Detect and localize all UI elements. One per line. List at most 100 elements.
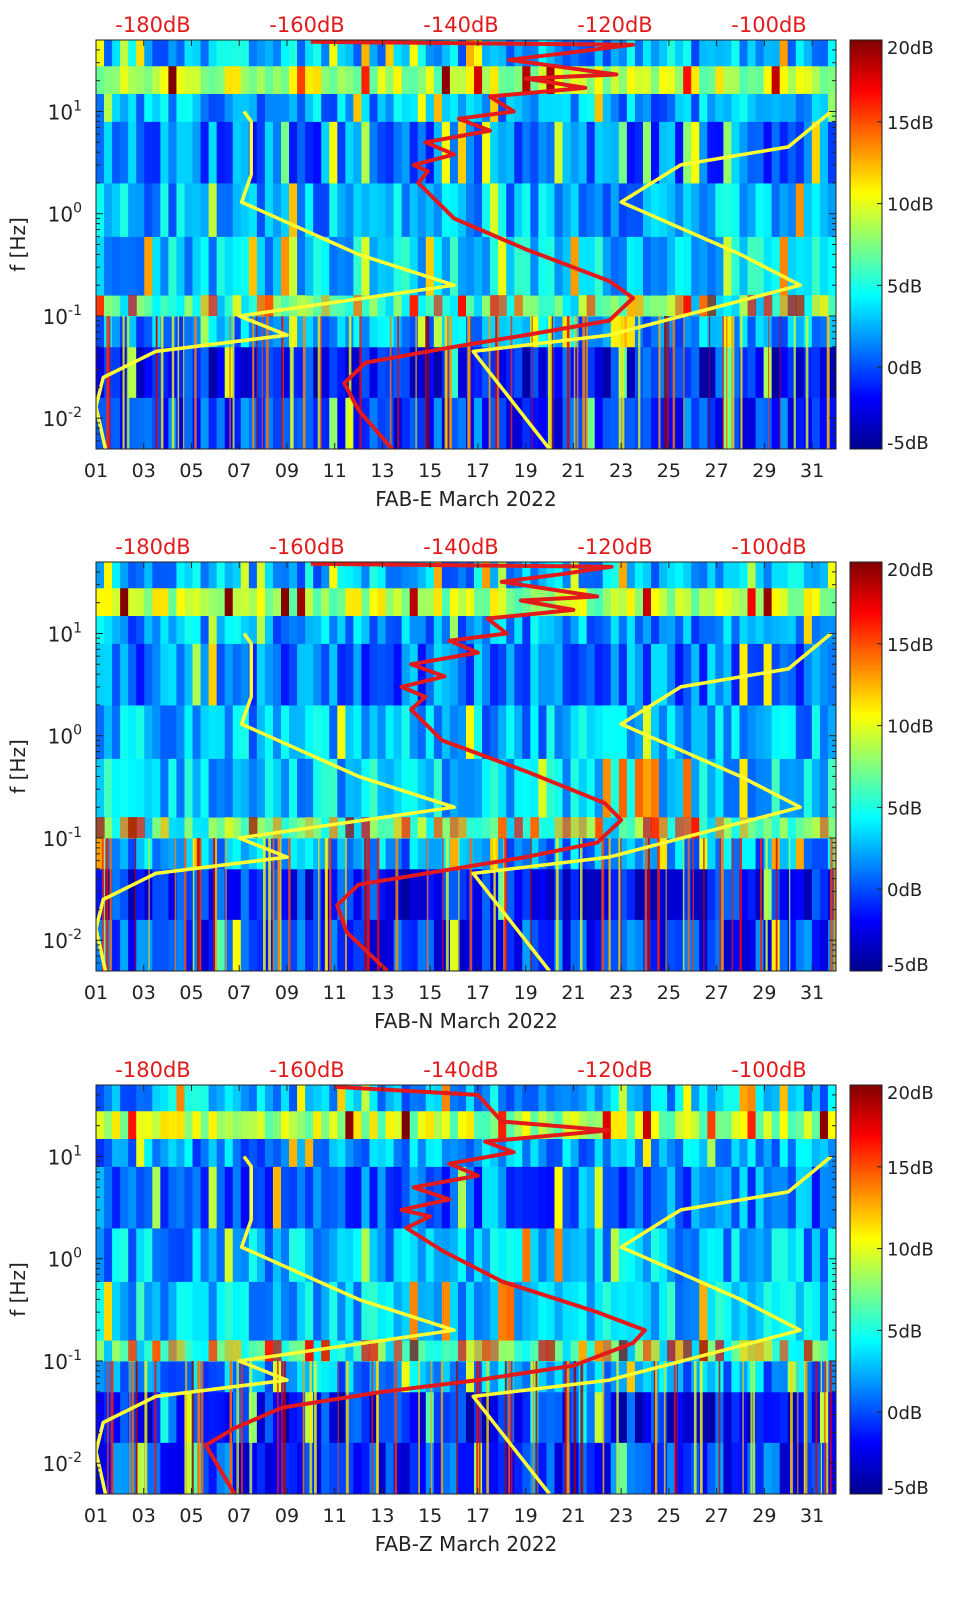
heatmap-cell	[466, 93, 475, 122]
heatmap-cell	[120, 1110, 129, 1139]
heatmap-cell	[562, 1110, 572, 1139]
heatmap-cell	[795, 817, 805, 839]
heatmap-cell	[353, 397, 363, 449]
heatmap-cell	[168, 615, 178, 644]
heatmap-streak	[548, 316, 550, 449]
heatmap-cell	[409, 182, 419, 237]
heatmap-cell	[546, 587, 556, 616]
heatmap-cell	[264, 704, 274, 759]
heatmap-cell	[747, 1085, 757, 1112]
heatmap-cell	[811, 65, 821, 94]
heatmap-streak	[638, 316, 641, 449]
heatmap-cell	[667, 121, 676, 184]
heatmap-cell	[224, 615, 234, 644]
heatmap-cell	[417, 1227, 427, 1282]
heatmap-cell	[763, 1281, 773, 1341]
heatmap-cell	[787, 1227, 797, 1282]
heatmap-cell	[208, 121, 218, 184]
heatmap-cell	[795, 868, 805, 920]
heatmap-cell	[184, 758, 194, 818]
heatmap-cell	[538, 643, 548, 706]
heatmap-cell	[369, 1227, 379, 1282]
heatmap-streak	[200, 1361, 204, 1494]
heatmap-streak	[192, 838, 195, 971]
heatmap-cell	[522, 1340, 531, 1362]
heatmap-cell	[522, 868, 531, 920]
heatmap-cell	[192, 236, 202, 296]
heatmap-cell	[498, 1110, 507, 1139]
heatmap-cell	[474, 587, 483, 616]
heatmap-cell	[377, 295, 387, 317]
heatmap-cell	[538, 1391, 548, 1443]
heatmap-cell	[417, 1085, 427, 1112]
heatmap-cell	[449, 615, 459, 644]
heatmap-cell	[586, 182, 596, 237]
heatmap-cell	[112, 562, 121, 589]
x-tick-label: 11	[323, 460, 347, 482]
heatmap-streak	[282, 316, 284, 449]
heatmap-cell	[819, 919, 829, 971]
heatmap-cell	[457, 397, 467, 449]
heatmap-cell	[449, 182, 459, 237]
heatmap-cell	[803, 837, 813, 870]
heatmap-cell	[305, 587, 314, 616]
heatmap-cell	[224, 1110, 234, 1139]
heatmap-cell	[248, 919, 258, 971]
heatmap-cell	[498, 93, 507, 122]
heatmap-cell	[562, 295, 572, 317]
heatmap-cell	[795, 837, 805, 870]
heatmap-cell	[634, 919, 644, 971]
heatmap-cell	[490, 1110, 499, 1139]
heatmap-cell	[128, 1166, 137, 1229]
heatmap-cell	[192, 1442, 202, 1494]
heatmap-cell	[594, 397, 604, 449]
heatmap-cell	[811, 615, 821, 644]
heatmap-cell	[594, 1110, 604, 1139]
heatmap-cell	[626, 65, 636, 94]
heatmap-highlight	[224, 817, 234, 838]
heatmap-cell	[490, 562, 499, 589]
heatmap-cell	[264, 1166, 274, 1229]
heatmap-cell	[136, 65, 145, 94]
heatmap-cell	[345, 758, 354, 818]
heatmap-streak	[249, 1361, 253, 1494]
y-tick-label: 101	[48, 1143, 82, 1169]
heatmap-cell	[152, 236, 161, 296]
heatmap-cell	[160, 1166, 169, 1229]
heatmap-cell	[723, 1391, 733, 1443]
heatmap-cell	[401, 704, 411, 759]
heatmap-cell	[417, 93, 427, 122]
heatmap-cell	[522, 295, 531, 317]
heatmap-cell	[433, 1391, 443, 1443]
heatmap-cell	[771, 1360, 781, 1393]
heatmap-cell	[104, 587, 113, 616]
heatmap-highlight	[409, 295, 419, 316]
heatmap-cell	[602, 704, 612, 759]
heatmap-cell	[369, 295, 379, 317]
y-tick-label: 10-1	[43, 825, 82, 851]
heatmap-cell	[514, 121, 523, 184]
heatmap-cell	[232, 397, 242, 449]
heatmap-cell	[441, 704, 451, 759]
heatmap-cell	[353, 1281, 363, 1341]
heatmap-cell	[337, 397, 346, 449]
heatmap-cell	[417, 40, 427, 67]
heatmap-cell	[136, 1110, 145, 1139]
heatmap-cell	[482, 93, 491, 122]
heatmap-cell	[731, 643, 741, 706]
heatmap-cell	[626, 1166, 636, 1229]
heatmap-cell	[747, 868, 757, 920]
heatmap-cell	[128, 346, 137, 398]
heatmap-cell	[755, 1110, 765, 1139]
heatmap-cell	[281, 1227, 290, 1282]
heatmap-cell	[594, 704, 604, 759]
heatmap-cell	[819, 65, 829, 94]
heatmap-streak	[426, 838, 429, 971]
heatmap-cell	[345, 1391, 354, 1443]
heatmap-cell	[771, 1166, 781, 1229]
heatmap-cell	[594, 817, 604, 839]
heatmap-cell	[514, 837, 523, 870]
heatmap-cell	[723, 65, 733, 94]
heatmap-cell	[763, 1085, 773, 1112]
heatmap-highlight	[634, 295, 644, 316]
